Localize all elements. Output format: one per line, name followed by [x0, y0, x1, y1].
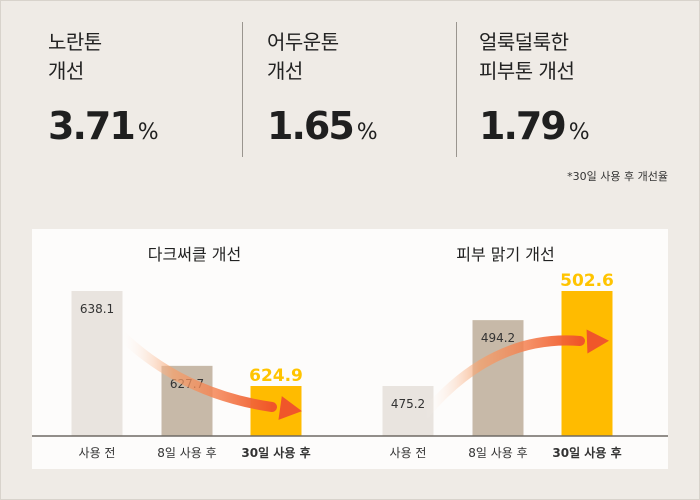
stat-number: 3.71 — [48, 104, 136, 148]
trend-arrow-shaft — [420, 335, 585, 419]
bar-3 — [561, 291, 613, 436]
divider — [242, 22, 243, 157]
improvement-stats: 노란톤 개선 3.71% 어두운톤 개선 1.65% 얼룩덜룩한 피부톤 개선 … — [0, 0, 700, 200]
stat-yellow-tone: 노란톤 개선 3.71% — [48, 28, 159, 148]
category-label: 8일 사용 후 — [157, 446, 216, 460]
chart-skin-clarity: 피부 맑기 개선 475.2 사용 전 494.2 8일 사용 후 502.6 30일 사… — [343, 229, 668, 469]
data-label: 494.2 — [481, 331, 515, 345]
stat-number: 1.65 — [267, 104, 355, 148]
category-label: 사용 전 — [390, 446, 427, 460]
chart-title: 피부 맑기 개선 — [456, 245, 555, 264]
stat-unit: % — [137, 120, 159, 145]
divider — [456, 22, 457, 157]
chart-title: 다크써클 개선 — [147, 245, 242, 264]
stat-value: 1.65% — [267, 104, 378, 148]
stat-unit: % — [568, 120, 590, 145]
category-label: 30일 사용 후 — [241, 445, 310, 460]
trend-arrow-head — [586, 329, 609, 354]
bar-2 — [472, 320, 524, 436]
stat-uneven-tone: 얼룩덜룩한 피부톤 개선 1.79% — [479, 28, 590, 148]
data-label: 502.6 — [560, 271, 614, 291]
stat-unit: % — [356, 120, 378, 145]
stat-label: 어두운톤 개선 — [267, 30, 339, 83]
bar-1 — [71, 291, 123, 436]
data-label: 624.9 — [249, 366, 303, 386]
chart-dark-circle: 다크써클 개선 638.1 사용 전 627.7 8일 사용 후 624.9 30일 사용… — [32, 229, 357, 469]
stat-label: 노란톤 개선 — [48, 30, 102, 83]
category-label: 30일 사용 후 — [552, 445, 621, 460]
data-label: 638.1 — [80, 302, 114, 316]
trend-arrow-head — [278, 396, 302, 420]
stat-label: 얼룩덜룩한 피부톤 개선 — [479, 30, 575, 83]
footnote: *30일 사용 후 개선율 — [567, 170, 668, 183]
stat-value: 1.79% — [479, 104, 590, 148]
stat-value: 3.71% — [48, 104, 159, 148]
stat-number: 1.79 — [479, 104, 567, 148]
category-label: 사용 전 — [79, 446, 116, 460]
data-label: 475.2 — [391, 397, 425, 411]
category-label: 8일 사용 후 — [468, 446, 527, 460]
stat-dark-tone: 어두운톤 개선 1.65% — [267, 28, 378, 148]
trend-arrow-shaft — [115, 329, 277, 412]
chart-skin-clarity-svg: 475.2 사용 전 494.2 8일 사용 후 502.6 30일 사용 후 — [343, 271, 668, 460]
